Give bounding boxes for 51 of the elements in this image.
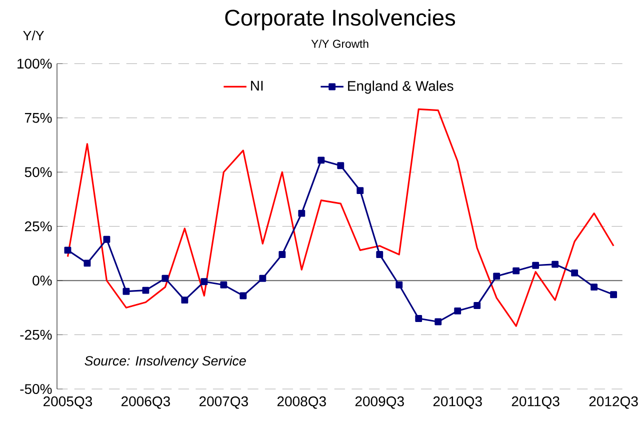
- point: [474, 302, 481, 309]
- point: [610, 291, 618, 298]
- point: [318, 156, 325, 164]
- point: [278, 251, 286, 258]
- point: [240, 292, 247, 300]
- x-tick-label: 2011Q3: [512, 396, 560, 409]
- point: [181, 296, 188, 304]
- annotation: Source: Insolvency Service: [84, 356, 246, 368]
- x-tick-label: 2009Q3: [355, 396, 404, 409]
- point: [142, 286, 150, 294]
- x-tick-label: 2007Q3: [199, 396, 248, 409]
- point: [84, 260, 91, 267]
- point: [64, 246, 72, 254]
- legend-label: England & Wales: [348, 80, 454, 94]
- point: [552, 260, 559, 268]
- point: [571, 269, 578, 276]
- point: [122, 288, 130, 295]
- point: [103, 236, 110, 243]
- y-tick-label: 50%: [24, 167, 52, 178]
- point: [220, 281, 228, 288]
- point: [162, 274, 169, 282]
- point: [200, 278, 208, 286]
- point: [512, 267, 520, 274]
- point: [415, 315, 422, 322]
- x-tick-label: 2006Q3: [122, 396, 170, 409]
- point: [532, 262, 540, 269]
- y-axis-title: Y/Y: [23, 30, 44, 40]
- line-series: [66, 108, 614, 327]
- y-tick-label: -50%: [20, 384, 52, 394]
- x-tick-label: 2008Q3: [277, 396, 326, 409]
- y-tick-label: 25%: [24, 221, 52, 232]
- x-tick-label: 2005Q3: [44, 396, 92, 409]
- x-tick-label: 2010Q3: [433, 396, 482, 409]
- y-tick-label: -25%: [20, 330, 52, 340]
- x-tick-label: 2012Q3: [589, 396, 638, 409]
- y-tick-label: 100%: [18, 58, 52, 69]
- legend-label: NI: [251, 80, 263, 91]
- point: [337, 162, 344, 170]
- chart-subtitle: Y/Y Growth: [311, 39, 368, 48]
- y-tick-label: 75%: [24, 112, 52, 123]
- y-tick-label: 0%: [32, 276, 52, 286]
- point: [298, 210, 306, 217]
- point: [259, 274, 266, 282]
- point: [454, 307, 462, 314]
- point: [376, 251, 384, 258]
- point: [493, 272, 500, 280]
- point: [396, 281, 403, 288]
- point: [434, 318, 442, 326]
- point: [356, 187, 364, 194]
- point: [590, 284, 598, 291]
- chart-title: Corporate Insolvencies: [225, 9, 456, 30]
